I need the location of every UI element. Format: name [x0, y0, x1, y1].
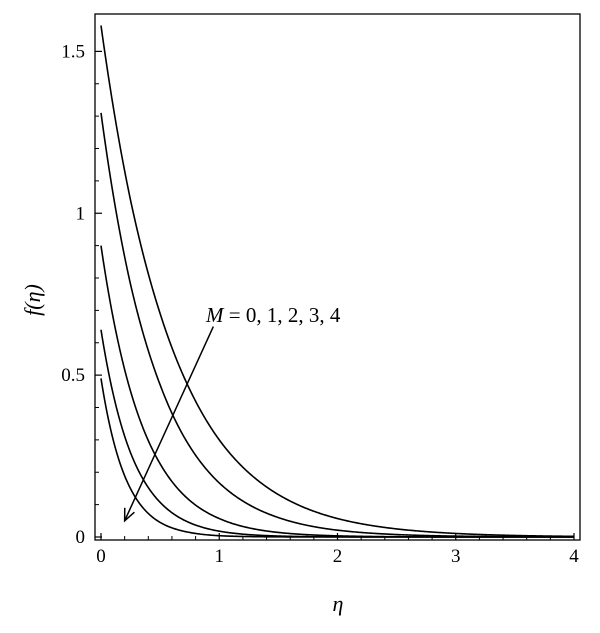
annotation-label: M = 0, 1, 2, 3, 4 — [205, 303, 341, 327]
curves — [100, 25, 575, 538]
annotation-values: = 0, 1, 2, 3, 4 — [224, 303, 341, 327]
annotation: M = 0, 1, 2, 3, 4 — [123, 303, 341, 523]
x-tick-label: 3 — [451, 546, 461, 567]
series-line-3 — [100, 245, 574, 538]
plot-frame — [94, 13, 581, 541]
series-line-5 — [100, 378, 574, 538]
y-tick-label: 1 — [76, 203, 86, 224]
x-tick-label: 4 — [569, 546, 579, 567]
y-tick-label: 0.5 — [61, 365, 85, 386]
annotation-arrowhead — [123, 507, 135, 523]
series-line-1 — [100, 25, 575, 538]
y-axis-label: f(η) — [20, 284, 45, 316]
y-axis-ticks: 0 0.5 1 1.5 — [61, 41, 102, 548]
annotation-arrow — [123, 326, 215, 522]
x-tick-label: 2 — [333, 546, 343, 567]
annotation-variable: M — [205, 303, 225, 327]
x-tick-label: 1 — [215, 546, 225, 567]
x-axis-ticks: 0 1 2 3 4 — [96, 533, 579, 567]
x-axis-label: η — [333, 591, 344, 616]
x-tick-label: 0 — [96, 546, 106, 567]
series-line-4 — [100, 329, 574, 538]
y-tick-label: 1.5 — [61, 41, 85, 62]
y-tick-label: 0 — [76, 527, 86, 548]
